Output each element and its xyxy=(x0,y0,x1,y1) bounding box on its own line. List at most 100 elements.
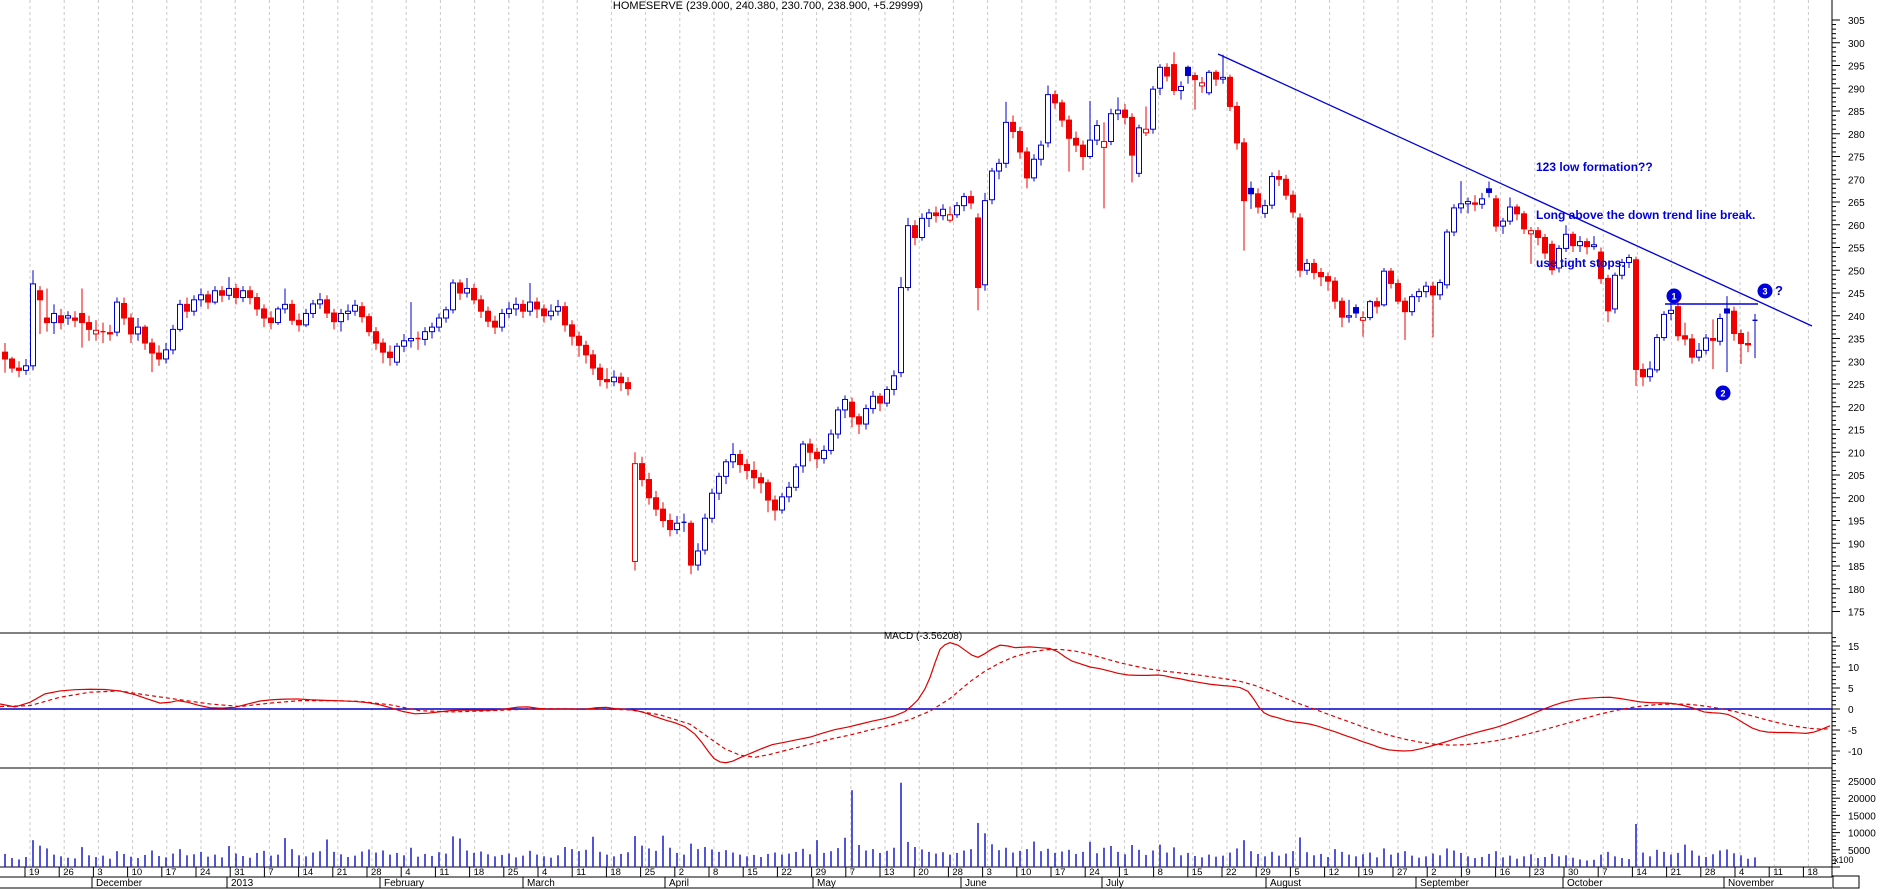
candle-body xyxy=(1577,241,1583,247)
candle-body xyxy=(891,375,897,390)
candle-body xyxy=(1528,230,1534,235)
candle-body xyxy=(1157,66,1163,89)
candle-body xyxy=(1318,272,1324,278)
week-label: 19 xyxy=(29,867,40,878)
candle-body xyxy=(576,335,582,346)
candle-body xyxy=(37,290,43,301)
candle-body xyxy=(9,358,15,369)
candle-body xyxy=(618,376,624,384)
week-label: 3 xyxy=(97,867,102,878)
candle-body xyxy=(1591,244,1597,248)
candle-body xyxy=(198,294,204,301)
volume-axis-label: 15000 xyxy=(1848,811,1876,822)
candle-body xyxy=(93,329,99,335)
candle-body xyxy=(1612,274,1618,310)
candle-body xyxy=(471,287,477,301)
candle-body xyxy=(688,522,694,566)
candle-body xyxy=(1003,121,1009,164)
macd-axis-label: 15 xyxy=(1848,642,1860,653)
month-label: September xyxy=(1420,878,1470,889)
price-axis-label: 285 xyxy=(1848,107,1865,118)
candle-body xyxy=(933,212,939,217)
week-label: 7 xyxy=(268,867,273,878)
price-axis-label: 280 xyxy=(1848,130,1865,141)
week-label: 21 xyxy=(337,867,348,878)
candle-body xyxy=(1199,82,1205,87)
month-label: March xyxy=(527,878,555,889)
candle-body xyxy=(79,312,85,324)
candle-body xyxy=(485,310,491,322)
candle-body xyxy=(1598,251,1604,279)
week-label: 23 xyxy=(1534,867,1545,878)
candle-body xyxy=(394,345,400,363)
candle-body xyxy=(247,290,253,299)
week-label: 12 xyxy=(1329,867,1340,878)
candle-body xyxy=(1178,85,1184,92)
candle-body xyxy=(1360,317,1366,321)
price-axis-label: 240 xyxy=(1848,312,1865,323)
candle-body xyxy=(1283,178,1289,196)
numbered-marker-2 xyxy=(1715,385,1731,401)
candle-body xyxy=(478,299,484,312)
candle-body xyxy=(107,332,113,335)
price-axis-label: 215 xyxy=(1848,426,1865,437)
macd-signal-line xyxy=(0,648,1831,758)
candle-body xyxy=(1220,76,1226,80)
candle-body xyxy=(72,317,78,321)
candle-body xyxy=(772,499,778,511)
week-label: 10 xyxy=(132,867,143,878)
week-label: 31 xyxy=(234,867,245,878)
candle-body xyxy=(16,367,22,371)
candle-body xyxy=(1731,310,1737,334)
candle-body xyxy=(884,388,890,404)
candle-body xyxy=(1346,315,1352,318)
candle-body xyxy=(296,319,302,326)
candle-body xyxy=(569,324,575,337)
candle-body xyxy=(800,443,806,467)
candle-body xyxy=(352,304,358,312)
candle-body xyxy=(968,196,974,204)
week-label: 25 xyxy=(508,867,519,878)
candle-body xyxy=(1332,280,1338,302)
price-axis-label: 295 xyxy=(1848,62,1865,73)
candle-body xyxy=(1171,64,1177,92)
candle-body xyxy=(723,461,729,477)
week-label: 11 xyxy=(1773,867,1783,878)
candle-body xyxy=(1465,201,1471,205)
volume-axis-label: 5000 xyxy=(1848,846,1871,857)
candle-body xyxy=(1108,113,1114,142)
price-axis-label: 255 xyxy=(1848,244,1865,255)
down-trend-line xyxy=(1217,53,1813,327)
candle-body xyxy=(702,517,708,551)
candle-body xyxy=(1087,139,1093,157)
candle-body xyxy=(1290,194,1296,213)
week-label: 18 xyxy=(1807,867,1818,878)
candle-body xyxy=(758,477,764,484)
candle-body xyxy=(1521,213,1527,230)
candle-body xyxy=(996,162,1002,172)
candle-body xyxy=(380,342,386,353)
candle-body xyxy=(1556,247,1562,269)
month-label: May xyxy=(817,878,836,889)
candle-body xyxy=(128,317,134,335)
candle-body xyxy=(373,331,379,344)
candle-body xyxy=(1668,309,1674,314)
candle-body xyxy=(205,294,211,303)
week-label: 4 xyxy=(405,867,410,878)
candle-body xyxy=(1045,94,1051,144)
macd-axis-label: -5 xyxy=(1848,726,1857,737)
candle-body xyxy=(1535,230,1541,238)
candle-body xyxy=(828,433,834,451)
candle-body xyxy=(1458,203,1464,209)
candle-body xyxy=(1444,231,1450,286)
candle-body xyxy=(1255,193,1261,208)
macd-line xyxy=(0,642,1831,764)
candle-body xyxy=(345,310,351,314)
candle-body xyxy=(1381,270,1387,306)
candle-body xyxy=(1430,285,1436,296)
candle-body xyxy=(268,317,274,324)
candle-body xyxy=(408,338,414,342)
candle-body xyxy=(1241,142,1247,202)
price-axis-label: 175 xyxy=(1848,608,1865,619)
